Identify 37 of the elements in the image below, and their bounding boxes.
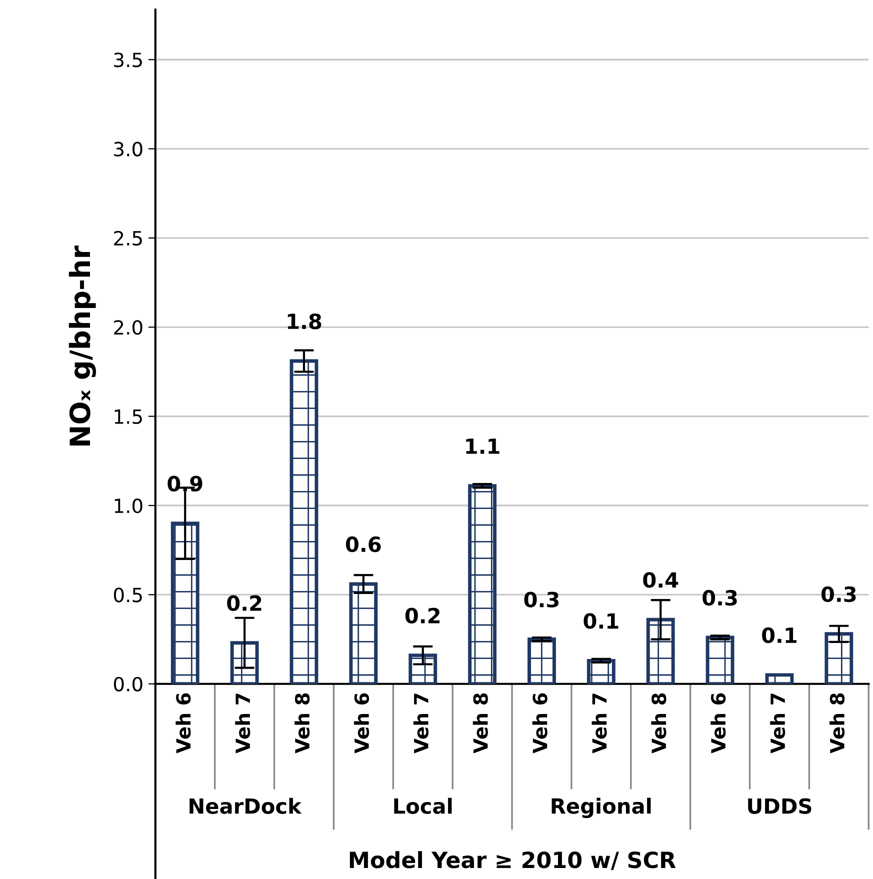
text: Regional — [552, 798, 651, 818]
x-tick-label: Veh 8 — [830, 693, 845, 754]
x-tick-label: Veh 6 — [176, 693, 191, 754]
y-tick-label: 0.5 — [114, 588, 142, 602]
data-label: 0.2 — [405, 608, 440, 624]
text: UDDS — [748, 798, 812, 814]
x-tick-label: Veh 6 — [710, 693, 726, 754]
y-axis-title: NOₓ g/bhp-hr — [68, 246, 96, 446]
x-tick-label: Veh 6 — [354, 693, 370, 754]
y-tick-label: 1.0 — [114, 498, 142, 514]
data-label: 1.1 — [466, 438, 500, 454]
data-label: 0.1 — [762, 627, 796, 644]
data-label: 0.1 — [584, 613, 618, 629]
y-tick-label: 1.5 — [114, 410, 142, 424]
x-axis-title: Model Year ≥ 2010 w/ SCR — [350, 851, 676, 870]
x-tick-label: Veh 6 — [532, 693, 548, 754]
x-tick-label: Veh 7 — [592, 694, 607, 754]
text: NearDock — [190, 798, 302, 814]
data-label: 0.3 — [702, 590, 737, 606]
y-tick-label: 3.5 — [114, 52, 142, 68]
data-label: 0.4 — [643, 572, 678, 588]
x-tick-label: Veh 7 — [770, 694, 786, 754]
data-label: 0.3 — [524, 592, 559, 608]
y-tick-label: 0.0 — [114, 676, 142, 692]
data-label: 0.3 — [821, 586, 856, 602]
data-label: 0.6 — [346, 536, 381, 552]
x-tick-label: Veh 7 — [413, 694, 428, 754]
text: Local — [394, 798, 452, 814]
data-label: 0.2 — [227, 595, 262, 612]
x-tick-label: Veh 8 — [472, 693, 488, 754]
data-label: 1.8 — [288, 313, 322, 330]
x-tick-label: Veh 7 — [235, 694, 250, 754]
y-tick-label: 2.5 — [114, 230, 142, 246]
y-tick-label: 3.0 — [114, 142, 142, 156]
y-tick-label: 2.0 — [114, 320, 142, 335]
x-tick-label: Veh 8 — [294, 693, 310, 754]
x-tick-label: Veh 8 — [651, 693, 666, 754]
